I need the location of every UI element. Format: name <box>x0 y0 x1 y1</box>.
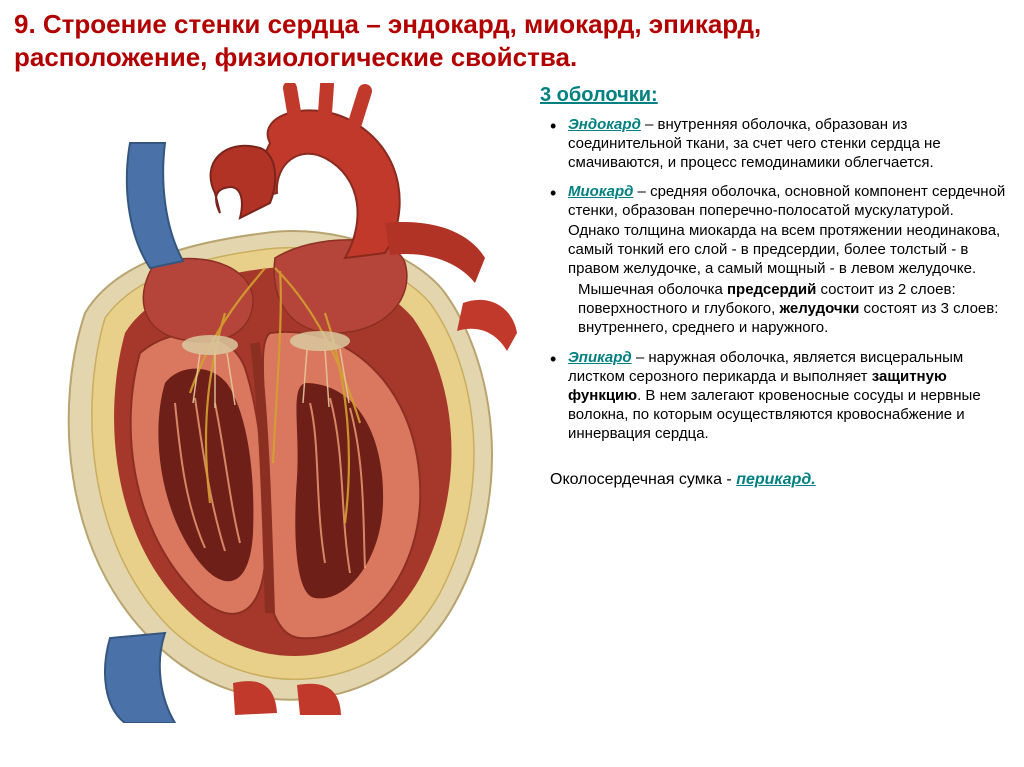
layer-name-epicard: Эпикард <box>568 349 632 366</box>
title-line-1: 9. Строение стенки сердца – эндокард, ми… <box>14 9 761 39</box>
pericard-note: Околосердечная сумка - перикард. <box>540 470 1006 490</box>
page-title: 9. Строение стенки сердца – эндокард, ми… <box>14 8 1010 73</box>
layer-myocard: Миокард – средняя оболочка, основной ком… <box>550 182 1006 338</box>
layer-name-endocard: Эндокард <box>568 116 641 133</box>
layer-endocard: Эндокард – внутренняя оболочка, образова… <box>550 115 1006 173</box>
pericard-term: перикард. <box>736 471 816 488</box>
heart-illustration <box>10 77 530 723</box>
layer-epicard: Эпикард – наружная оболочка, является ви… <box>550 348 1006 444</box>
text-content: 3 оболочки: Эндокард – внутренняя оболоч… <box>540 77 1014 723</box>
heart-anatomy-svg <box>15 83 525 723</box>
layer-text-myocard: – средняя оболочка, основной компонент с… <box>568 183 1005 277</box>
layer-name-myocard: Миокард <box>568 183 633 200</box>
layers-heading: 3 оболочки: <box>540 83 1006 109</box>
myocard-extra: Мышечная оболочка предсердий состоит из … <box>568 280 1006 338</box>
title-line-2: расположение, физиологические свойства. <box>14 42 577 72</box>
